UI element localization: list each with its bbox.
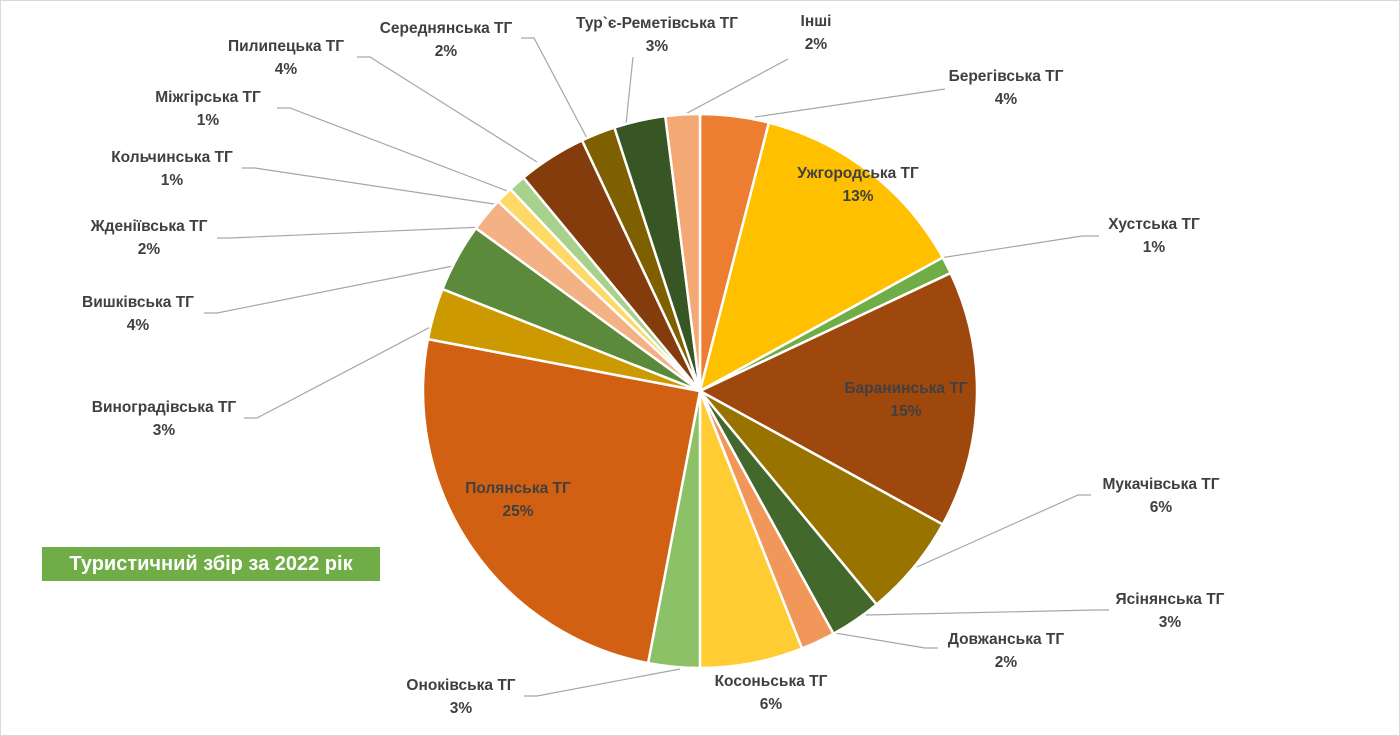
leader-line-1 xyxy=(754,88,946,118)
slice-percent: 1% xyxy=(197,112,220,129)
slice-label-5: Мукачівська ТГ 6% xyxy=(1102,476,1219,516)
slice-label-9: Оноківська ТГ 3% xyxy=(406,677,515,717)
slice-percent: 4% xyxy=(275,61,298,78)
slice-label-7: Довжанська ТГ 2% xyxy=(948,631,1064,671)
slice-percent: 15% xyxy=(890,403,921,420)
slice-name: Тур`є-Реметівська ТГ xyxy=(576,15,738,32)
slice-percent: 3% xyxy=(1159,614,1182,631)
slice-label-4: Баранинська ТГ 15% xyxy=(844,380,967,420)
leader-line-5 xyxy=(916,494,1091,568)
slice-name: Кольчинська ТГ xyxy=(111,149,233,166)
slice-percent: 3% xyxy=(153,422,176,439)
slice-label-18: Тур`є-Реметівська ТГ 3% xyxy=(576,15,738,55)
slice-name: Ясінянська ТГ xyxy=(1116,591,1225,608)
slice-percent: 4% xyxy=(995,91,1018,108)
slice-name: Вишківська ТГ xyxy=(82,294,194,311)
pie-slice-2 xyxy=(698,121,944,393)
slice-percent: 6% xyxy=(1150,499,1173,516)
leader-line-7 xyxy=(828,631,938,649)
slice-label-19: Інші 2% xyxy=(801,13,832,53)
slice-name: Баранинська ТГ xyxy=(844,380,967,397)
slice-percent: 4% xyxy=(127,317,150,334)
slice-label-3: Хустська ТГ 1% xyxy=(1108,216,1200,256)
slice-name: Полянська ТГ xyxy=(465,480,571,497)
pie-slices xyxy=(421,112,979,670)
leader-line-16 xyxy=(357,56,538,163)
slice-label-17: Середнянська ТГ 2% xyxy=(380,20,513,60)
slice-label-14: Кольчинська ТГ 1% xyxy=(111,149,233,189)
slice-label-13: Жденіївська ТГ 2% xyxy=(90,218,208,258)
leader-line-11 xyxy=(244,322,439,419)
slice-name: Міжгірська ТГ xyxy=(155,89,261,106)
slice-label-10: Полянська ТГ 25% xyxy=(465,480,571,520)
slice-name: Довжанська ТГ xyxy=(948,631,1064,648)
leader-lines xyxy=(204,37,1109,697)
slice-label-8: Косоньська ТГ 6% xyxy=(715,673,828,713)
slice-label-11: Виноградівська ТГ 3% xyxy=(92,399,237,439)
pie-slice-10 xyxy=(421,337,702,665)
slice-name: Ужгородська ТГ xyxy=(797,165,919,182)
slice-label-15: Міжгірська ТГ 1% xyxy=(155,89,261,129)
slice-percent: 3% xyxy=(646,38,669,55)
slice-percent: 2% xyxy=(995,654,1018,671)
leader-line-6 xyxy=(865,609,1109,616)
leader-line-14 xyxy=(242,167,495,205)
slice-name: Інші xyxy=(801,13,832,30)
leader-line-19 xyxy=(677,58,789,119)
leader-line-18 xyxy=(625,56,634,125)
slice-percent: 3% xyxy=(450,700,473,717)
pie-slice-4 xyxy=(698,271,979,526)
slice-percent: 2% xyxy=(805,36,828,53)
leader-line-17 xyxy=(521,37,589,141)
slice-name: Пилипецька ТГ xyxy=(228,38,344,55)
slice-label-2: Ужгородська ТГ 13% xyxy=(797,165,919,205)
chart-title-box: Туристичний збір за 2022 рік xyxy=(42,547,380,581)
pie-slice-19 xyxy=(664,112,702,393)
slice-name: Середнянська ТГ xyxy=(380,20,513,37)
leader-line-9 xyxy=(524,668,681,697)
leader-line-15 xyxy=(277,107,511,193)
slice-percent: 1% xyxy=(161,172,184,189)
slice-name: Берегівська ТГ xyxy=(949,68,1064,85)
chart-title: Туристичний збір за 2022 рік xyxy=(69,552,353,575)
slice-percent: 6% xyxy=(760,696,783,713)
slice-percent: 13% xyxy=(842,188,873,205)
slice-label-16: Пилипецька ТГ 4% xyxy=(228,38,344,78)
slice-name: Жденіївська ТГ xyxy=(90,218,208,235)
leader-line-13 xyxy=(217,226,485,239)
slice-label-12: Вишківська ТГ 4% xyxy=(82,294,194,334)
slice-label-6: Ясінянська ТГ 3% xyxy=(1116,591,1225,631)
slice-name: Виноградівська ТГ xyxy=(92,399,237,416)
slice-name: Хустська ТГ xyxy=(1108,216,1200,233)
slice-percent: 2% xyxy=(435,43,458,60)
slice-name: Мукачівська ТГ xyxy=(1102,476,1219,493)
slice-name: Косоньська ТГ xyxy=(715,673,828,690)
slice-name: Оноківська ТГ xyxy=(406,677,515,694)
slice-percent: 2% xyxy=(138,241,161,258)
slice-labels: Берегівська ТГ 4% Ужгородська ТГ 13% Хустськ… xyxy=(82,13,1225,717)
leader-line-12 xyxy=(204,264,459,314)
slice-percent: 1% xyxy=(1143,239,1166,256)
slice-label-1: Берегівська ТГ 4% xyxy=(949,68,1064,108)
leader-line-3 xyxy=(939,235,1099,259)
slice-percent: 25% xyxy=(502,503,533,520)
